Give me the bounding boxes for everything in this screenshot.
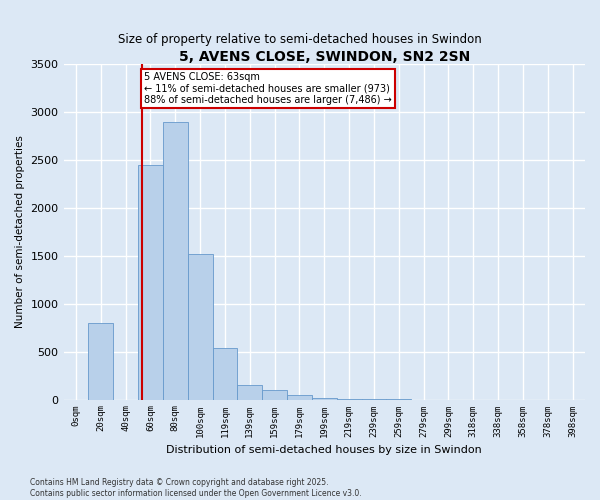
Bar (188, 254, 212, 400)
Bar (88, 323, 113, 400)
Bar (262, 390, 287, 400)
Text: Size of property relative to semi-detached houses in Swindon: Size of property relative to semi-detach… (118, 32, 482, 46)
Bar (287, 395, 312, 400)
Bar (212, 348, 238, 400)
Title: 5, AVENS CLOSE, SWINDON, SN2 2SN: 5, AVENS CLOSE, SWINDON, SN2 2SN (179, 50, 470, 64)
Bar (312, 398, 337, 400)
Bar (138, 164, 163, 400)
X-axis label: Distribution of semi-detached houses by size in Swindon: Distribution of semi-detached houses by … (166, 445, 482, 455)
Y-axis label: Number of semi-detached properties: Number of semi-detached properties (15, 136, 25, 328)
Bar (337, 398, 362, 400)
Bar (163, 122, 188, 400)
Text: 5 AVENS CLOSE: 63sqm
← 11% of semi-detached houses are smaller (973)
88% of semi: 5 AVENS CLOSE: 63sqm ← 11% of semi-detac… (144, 72, 392, 105)
Text: Contains HM Land Registry data © Crown copyright and database right 2025.
Contai: Contains HM Land Registry data © Crown c… (30, 478, 362, 498)
Bar (238, 385, 262, 400)
